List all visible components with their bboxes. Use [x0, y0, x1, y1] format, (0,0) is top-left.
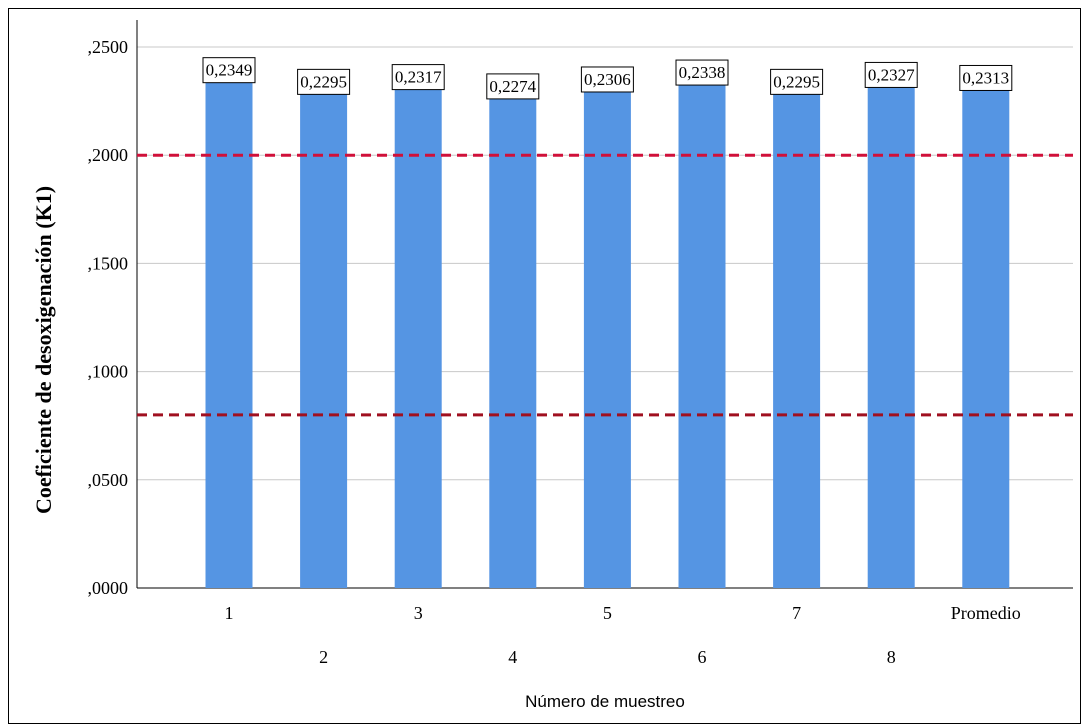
- data-label: 0,2338: [679, 63, 726, 82]
- y-tick-label: ,2000: [88, 145, 129, 165]
- x-tick-label: Promedio: [951, 603, 1021, 623]
- x-tick-label: 5: [603, 603, 612, 623]
- x-tick-label: 8: [887, 647, 896, 667]
- data-label: 0,2349: [206, 61, 253, 80]
- y-tick-label: ,2500: [88, 37, 129, 57]
- y-tick-label: ,0500: [88, 470, 129, 490]
- data-label-box: [297, 68, 351, 95]
- data-label: 0,2327: [868, 65, 915, 84]
- x-axis-title: Número de muestreo: [525, 692, 685, 711]
- bar: [962, 87, 1010, 588]
- data-label: 0,2313: [962, 68, 1009, 87]
- bar: [489, 95, 537, 588]
- data-label-box: [864, 61, 918, 88]
- data-label-box: [391, 64, 445, 91]
- bar: [583, 88, 631, 588]
- y-tick-label: ,1000: [88, 362, 129, 382]
- data-label: 0,2274: [489, 77, 536, 96]
- data-label-box: [770, 68, 824, 95]
- data-label-box: [580, 66, 634, 93]
- bar: [394, 86, 442, 588]
- y-tick-label: ,0000: [88, 578, 129, 598]
- x-tick-label: 1: [225, 603, 234, 623]
- y-tick-label: ,1500: [88, 253, 129, 273]
- bar: [773, 91, 821, 588]
- data-label: 0,2295: [773, 72, 820, 91]
- bar: [205, 79, 253, 589]
- data-label-box: [486, 73, 540, 100]
- data-label-box: [202, 57, 256, 84]
- data-label: 0,2295: [300, 72, 347, 91]
- bar: [867, 84, 915, 589]
- x-tick-label: 2: [319, 647, 328, 667]
- x-tick-label: 4: [508, 647, 517, 667]
- data-label: 0,2306: [584, 70, 631, 89]
- x-tick-label: 7: [792, 603, 801, 623]
- x-tick-label: 6: [698, 647, 707, 667]
- x-tick-label: 3: [414, 603, 423, 623]
- data-label: 0,2317: [395, 68, 442, 87]
- bar: [300, 91, 348, 588]
- y-axis-title: Coeficiente de desoxigenación (K1): [31, 186, 56, 514]
- data-label-box: [675, 59, 729, 86]
- bar: [678, 82, 726, 589]
- data-label-box: [959, 64, 1013, 91]
